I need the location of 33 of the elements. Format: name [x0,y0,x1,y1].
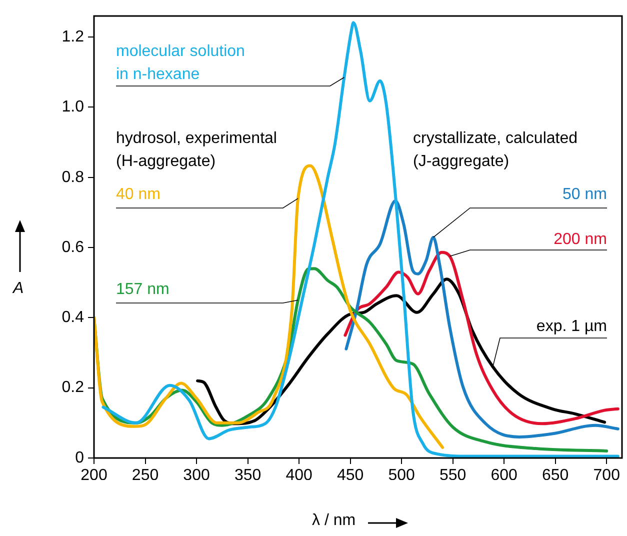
line-series [344,199,620,438]
y-axis-title: A [13,280,24,298]
text: exp. 1 µm [536,318,607,335]
y-tick-label: 1.0 [62,98,84,116]
x-tick-label: 400 [286,467,312,484]
y-tick-label: 0 [75,449,84,466]
y-tick-label: 0.6 [62,238,84,256]
x-tick-label: 700 [593,467,620,484]
text: 50 nm [562,186,607,203]
y-tick-label: 0.2 [62,379,84,396]
x-tick-label: 650 [542,467,569,484]
x-tick-label: 600 [490,467,518,484]
x-tick-label: 550 [439,467,466,484]
x-tick-label: 500 [388,467,416,484]
x-tick-label: 350 [234,467,262,484]
x-axis-title: λ / nm [312,512,356,530]
annotation: (H-aggregate) [116,153,216,170]
x-tick-label: 300 [183,467,210,484]
annotation: crystallizate, calculated [413,130,578,147]
text: 200 nm [554,231,607,248]
annotation: hydrosol, experimental [116,130,277,147]
text: 40 nm [116,186,160,203]
line-series [344,250,620,426]
y-tick-label: 0.4 [62,309,84,326]
x-tick-label: 200 [80,467,108,484]
line-series [102,21,620,458]
text: molecular solution in n-hexane [116,43,245,83]
annotation: (J-aggregate) [413,153,510,170]
x-tick-label: 250 [132,467,159,484]
y-tick-label: 0.8 [62,168,84,186]
y-tick-label: 1.2 [62,28,84,46]
x-tick-label: 450 [336,467,364,484]
series-label: 157 nm [116,281,170,298]
